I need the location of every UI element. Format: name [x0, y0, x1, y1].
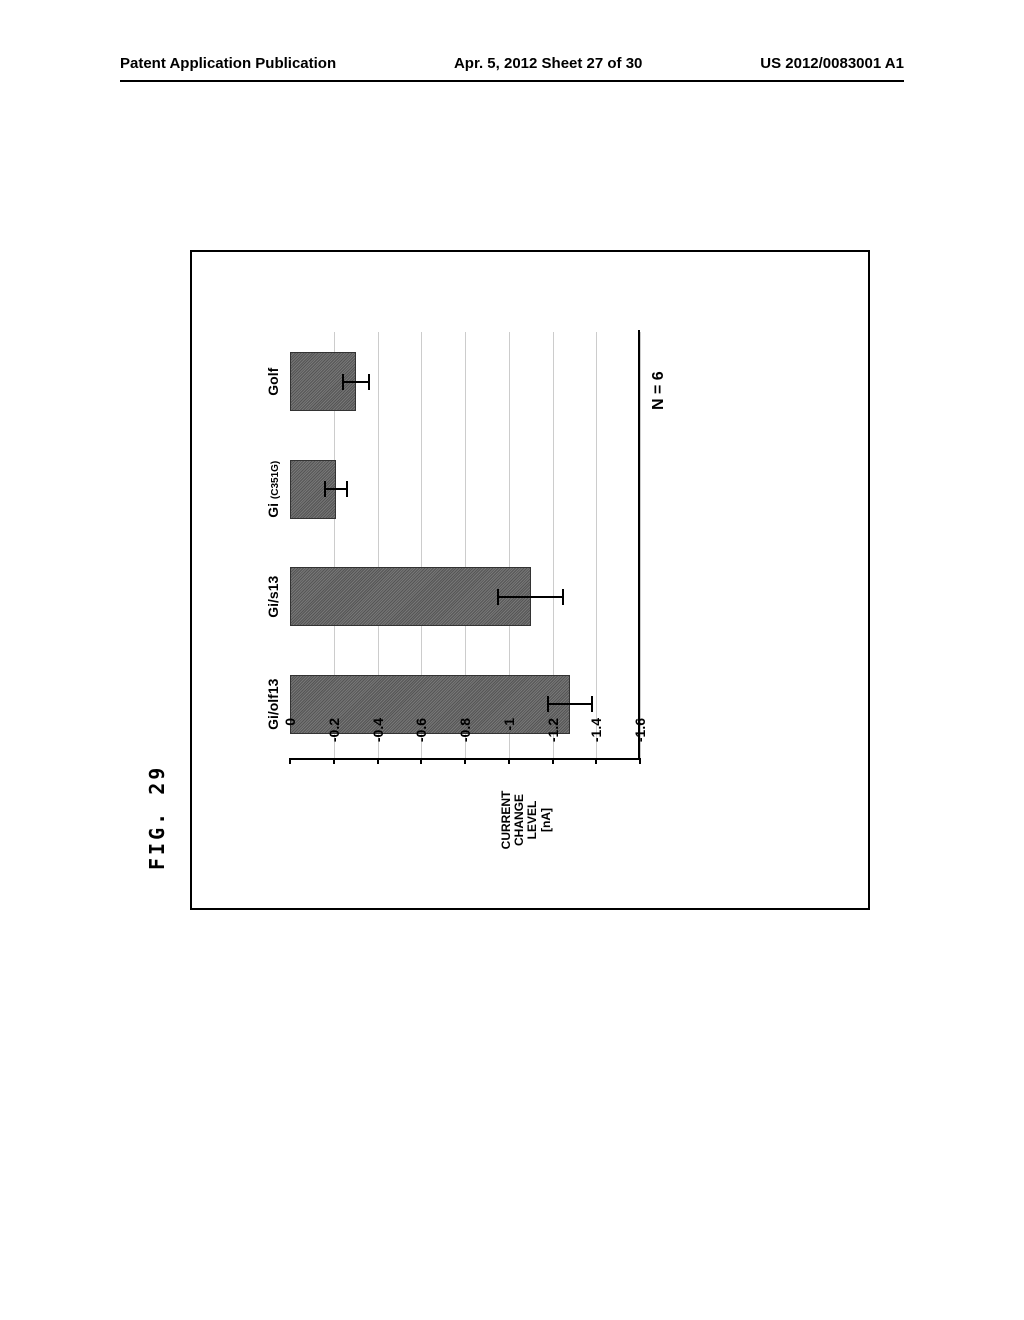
error-cap	[346, 481, 348, 497]
error-bar	[343, 381, 369, 383]
error-bar	[325, 488, 347, 490]
error-cap	[497, 589, 499, 605]
header-right: US 2012/0083001 A1	[760, 55, 904, 72]
xtick-label: Gi (C351G)	[265, 461, 281, 518]
ytick-label: -1.2	[545, 718, 561, 742]
chart-inner: Gi/olf13Gi/s13Gi (C351G)Golf 0-0.2-0.4-0…	[230, 280, 830, 880]
ytick-label: -1.6	[632, 718, 648, 742]
ytick-mark	[552, 758, 554, 764]
gridline	[640, 332, 641, 758]
xtick-label: Gi/olf13	[265, 679, 281, 730]
ytick-mark	[289, 758, 291, 764]
ytick-mark	[333, 758, 335, 764]
xtick-label: Gi/s13	[265, 576, 281, 618]
figure-label: FIG. 29	[145, 765, 169, 870]
ytick-label: 0	[282, 718, 298, 726]
ytick-mark	[420, 758, 422, 764]
error-cap	[342, 374, 344, 390]
ytick-mark	[639, 758, 641, 764]
ytick-label: -1.4	[588, 718, 604, 742]
ytick-label: -0.4	[370, 718, 386, 742]
error-bar	[548, 703, 592, 705]
ytick-mark	[464, 758, 466, 764]
n-label: N = 6	[650, 310, 875, 410]
ytick-label: -0.6	[413, 718, 429, 742]
ytick-label: -0.8	[457, 718, 473, 742]
xtick-label: Golf	[265, 368, 281, 396]
error-cap	[368, 374, 370, 390]
bar	[290, 567, 531, 626]
header-divider	[120, 80, 904, 82]
plot-area: Gi/olf13Gi/s13Gi (C351G)Golf	[290, 330, 640, 760]
ytick-mark	[377, 758, 379, 764]
chart-container: Gi/olf13Gi/s13Gi (C351G)Golf 0-0.2-0.4-0…	[190, 250, 870, 910]
ytick-mark	[508, 758, 510, 764]
ytick-label: -1	[501, 718, 517, 730]
error-bar	[498, 596, 564, 598]
gridline	[596, 332, 597, 758]
ytick-label: -0.2	[326, 718, 342, 742]
error-cap	[324, 481, 326, 497]
header-center: Apr. 5, 2012 Sheet 27 of 30	[454, 55, 642, 72]
error-cap	[591, 696, 593, 712]
y-axis-label: CURRENT CHANGE LEVEL [nA]	[500, 785, 553, 855]
header-left: Patent Application Publication	[120, 55, 336, 72]
error-cap	[547, 696, 549, 712]
ytick-mark	[595, 758, 597, 764]
error-cap	[562, 589, 564, 605]
